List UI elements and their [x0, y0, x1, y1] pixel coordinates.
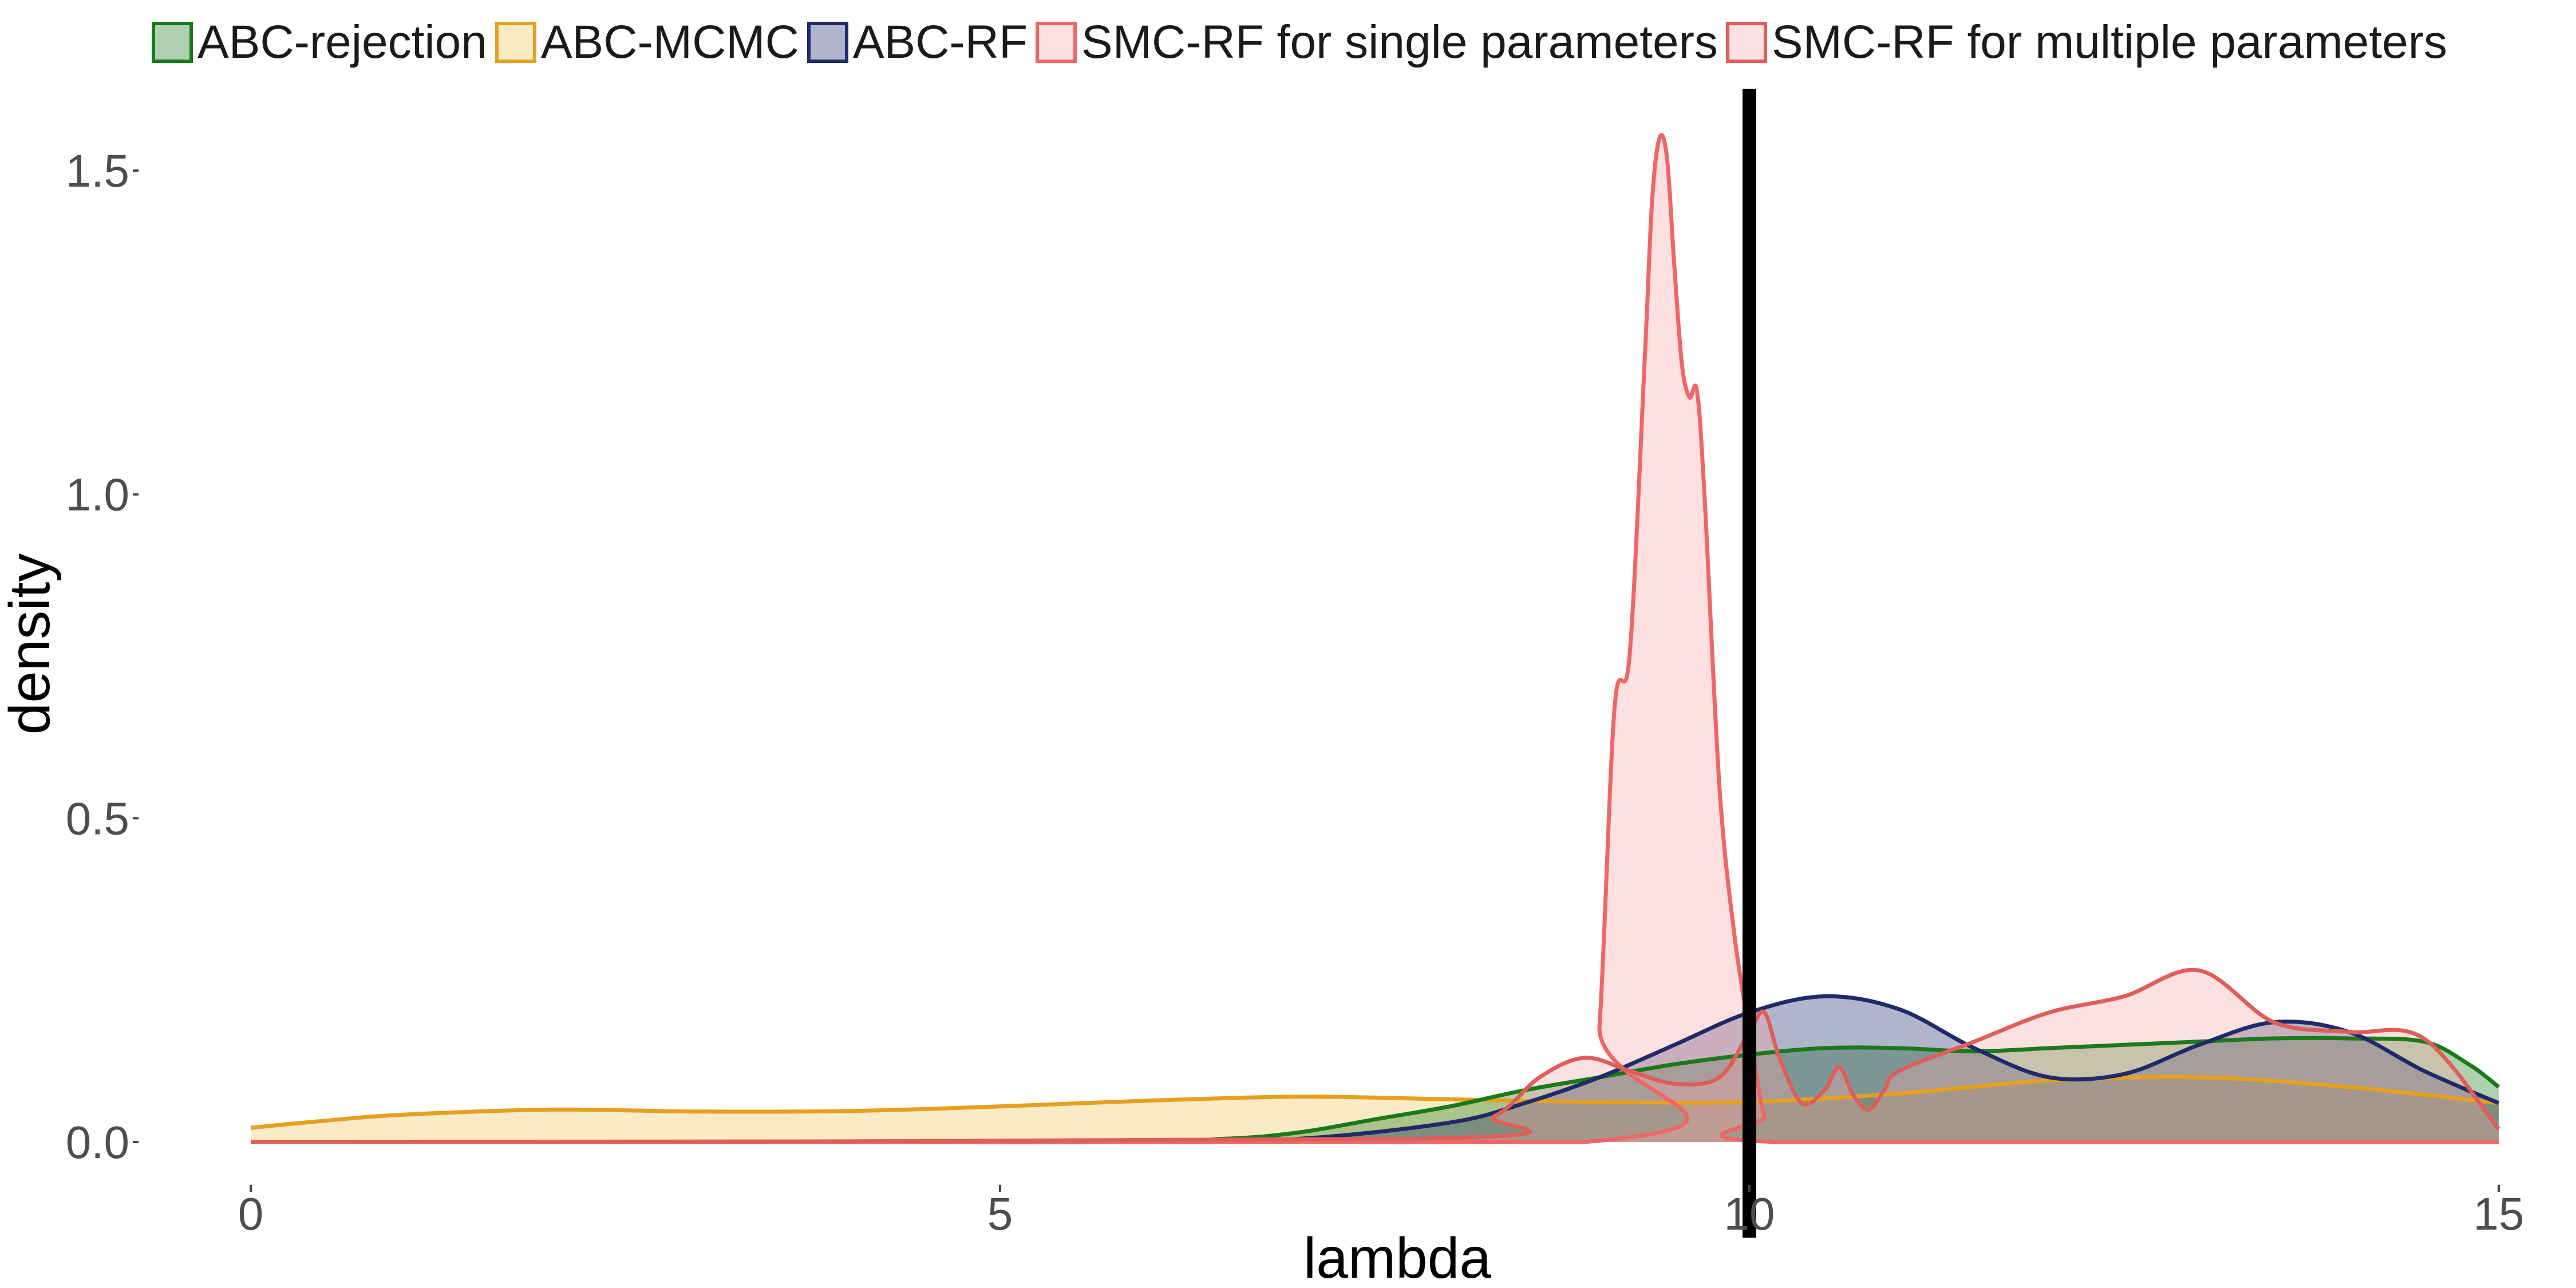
legend-label: ABC-RF — [852, 16, 1028, 68]
y-tick-label: 0.5 — [66, 793, 129, 844]
y-tick-label: 1.0 — [66, 469, 129, 520]
x-tick-label: 10 — [1724, 1188, 1775, 1239]
legend-item-abc-rf: ABC-RF — [807, 15, 1028, 69]
y-tick-label: 0.0 — [66, 1117, 129, 1168]
line-smc-rf-for-single-parameters — [250, 133, 2499, 1144]
legend-swatch — [1036, 22, 1077, 63]
legend-swatch — [807, 22, 848, 63]
y-axis: 0.0 0.5 1.0 1.5 — [66, 145, 139, 1168]
legend-item-smc-rf-for-multiple-parameters: SMC-RF for multiple parameters — [1725, 15, 2448, 69]
x-axis: 0 5 10 15 — [238, 1185, 2524, 1239]
legend-item-smc-rf-for-single-parameters: SMC-RF for single parameters — [1036, 15, 1718, 69]
legend-swatch — [1725, 22, 1767, 63]
x-axis-label: lambda — [1303, 1226, 1491, 1288]
legend-swatch — [152, 22, 193, 63]
legend-label: SMC-RF for single parameters — [1081, 16, 1718, 68]
legend-label: ABC-MCMC — [540, 16, 799, 68]
y-axis-label: density — [0, 554, 62, 735]
x-tick-label: 5 — [987, 1188, 1013, 1239]
legend-item-abc-mcmc: ABC-MCMC — [495, 15, 799, 69]
line-smc-rf-for-multiple-parameters — [250, 967, 2500, 1144]
area-abc-rejection — [251, 1038, 2499, 1142]
legend-item-abc-rejection: ABC-rejection — [152, 15, 487, 69]
area-abc-mcmc — [251, 1077, 2499, 1142]
legend-label: ABC-rejection — [197, 16, 487, 68]
legend-swatch — [495, 22, 536, 63]
x-tick-label: 0 — [238, 1188, 264, 1239]
legend-label: SMC-RF for multiple parameters — [1771, 16, 2448, 68]
y-tick-label: 1.5 — [66, 145, 129, 196]
x-tick-label: 15 — [2474, 1188, 2524, 1239]
area-abc-rf — [251, 996, 2499, 1142]
chart-legend: ABC-rejection ABC-MCMC ABC-RF SMC-RF for si… — [152, 8, 2455, 77]
series-areas — [251, 135, 2499, 1142]
area-smc-rf-for-multiple-parameters — [251, 970, 2499, 1142]
